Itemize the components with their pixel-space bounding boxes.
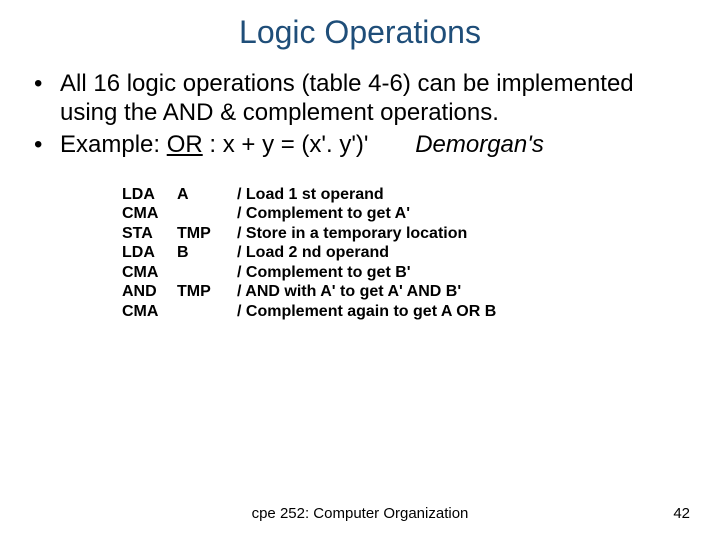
comment: / Complement again to get A OR B: [237, 302, 694, 322]
footer-course: cpe 252: Computer Organization: [0, 505, 720, 522]
arg: TMP: [177, 224, 237, 244]
arg: A: [177, 185, 237, 205]
arg: TMP: [177, 282, 237, 302]
bullet-1: • All 16 logic operations (table 4-6) ca…: [32, 69, 694, 128]
code-row: CMA / Complement again to get A OR B: [122, 302, 694, 322]
op: CMA: [122, 204, 177, 224]
b2-demorgan: Demorgan's: [415, 131, 544, 158]
bullet-2-text: Example: OR : x + y = (x'. y')' Demorgan…: [60, 130, 694, 159]
b2-prefix: Example:: [60, 131, 167, 158]
assembly-code: LDA A / Load 1 st operand CMA / Compleme…: [122, 185, 694, 322]
arg: B: [177, 243, 237, 263]
op: AND: [122, 282, 177, 302]
op: LDA: [122, 243, 177, 263]
slide-title: Logic Operations: [0, 0, 720, 69]
bullet-2: • Example: OR : x + y = (x'. y')' Demorg…: [32, 130, 694, 159]
footer: cpe 252: Computer Organization 42: [0, 505, 720, 522]
comment: / Load 1 st operand: [237, 185, 694, 205]
op: CMA: [122, 263, 177, 283]
bullet-1-text: All 16 logic operations (table 4-6) can …: [60, 69, 694, 128]
code-row: AND TMP / AND with A' to get A' AND B': [122, 282, 694, 302]
arg: [177, 204, 237, 224]
b2-or: OR: [167, 131, 203, 158]
code-row: LDA B / Load 2 nd operand: [122, 243, 694, 263]
footer-page-number: 42: [673, 505, 690, 522]
code-row: STA TMP / Store in a temporary location: [122, 224, 694, 244]
code-row: CMA / Complement to get A': [122, 204, 694, 224]
b2-eq: : x + y = (x'. y')': [203, 131, 369, 158]
code-row: LDA A / Load 1 st operand: [122, 185, 694, 205]
op: LDA: [122, 185, 177, 205]
op: STA: [122, 224, 177, 244]
op: CMA: [122, 302, 177, 322]
comment: / Load 2 nd operand: [237, 243, 694, 263]
comment: / Store in a temporary location: [237, 224, 694, 244]
arg: [177, 302, 237, 322]
code-row: CMA / Complement to get B': [122, 263, 694, 283]
comment: / AND with A' to get A' AND B': [237, 282, 694, 302]
slide-content: • All 16 logic operations (table 4-6) ca…: [0, 69, 720, 321]
bullet-marker: •: [32, 69, 60, 98]
arg: [177, 263, 237, 283]
comment: / Complement to get B': [237, 263, 694, 283]
bullet-marker: •: [32, 130, 60, 159]
comment: / Complement to get A': [237, 204, 694, 224]
